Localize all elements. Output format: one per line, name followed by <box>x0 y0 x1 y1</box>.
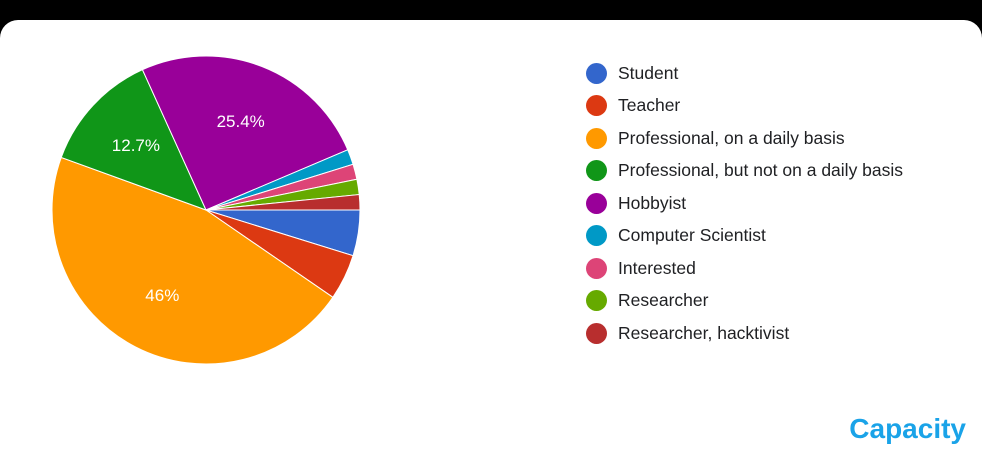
legend-item[interactable]: Professional, but not on a daily basis <box>586 155 903 188</box>
legend-item[interactable]: Researcher <box>586 285 903 318</box>
legend-swatch <box>586 257 607 279</box>
chart-card: 46% 12.7% 25.4% Student Teacher Professional… <box>0 20 982 459</box>
slice-value-label: 12.7% <box>112 136 160 155</box>
legend-item[interactable]: Teacher <box>586 90 903 123</box>
legend-label: Teacher <box>618 95 681 116</box>
legend-swatch <box>586 62 607 84</box>
legend-swatch <box>586 322 607 344</box>
legend-item[interactable]: Student <box>586 57 903 90</box>
pie-slice-professional-on-a-daily-basis <box>51 156 334 365</box>
chart-legend: Student Teacher Professional, on a daily b… <box>586 57 903 350</box>
legend-label: Hobbyist <box>618 192 687 213</box>
legend-label: Researcher <box>618 290 709 311</box>
legend-item[interactable]: Researcher, hacktivist <box>586 317 903 350</box>
slice-value-label: 46% <box>145 286 179 305</box>
legend-swatch <box>586 192 607 214</box>
legend-label: Computer Scientist <box>618 225 766 246</box>
legend-swatch <box>586 95 607 117</box>
legend-label: Professional, on a daily basis <box>618 127 845 148</box>
legend-item[interactable]: Professional, on a daily basis <box>586 122 903 155</box>
legend-swatch <box>586 127 607 149</box>
legend-label: Researcher, hacktivist <box>618 322 790 343</box>
section-title: Capacity <box>849 413 966 444</box>
legend-item[interactable]: Hobbyist <box>586 187 903 220</box>
pie-slice-professional-but-not-on-a-daily-basis <box>60 69 207 211</box>
slice-value-label: 25.4% <box>217 112 265 131</box>
legend-label: Professional, but not on a daily basis <box>618 160 904 181</box>
legend-swatch <box>586 225 607 247</box>
legend-item[interactable]: Interested <box>586 252 903 285</box>
pie-slice-researcher-hacktivist <box>205 194 361 211</box>
legend-swatch <box>586 290 607 312</box>
legend-item[interactable]: Computer Scientist <box>586 220 903 253</box>
legend-swatch <box>586 160 607 182</box>
legend-label: Interested <box>618 257 696 278</box>
legend-label: Student <box>618 62 679 83</box>
pie-chart: 46% 12.7% 25.4% <box>51 55 361 365</box>
